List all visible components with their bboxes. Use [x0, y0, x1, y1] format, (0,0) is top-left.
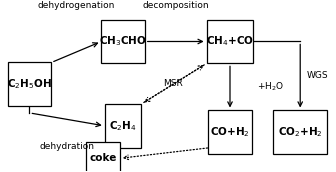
FancyBboxPatch shape: [86, 142, 120, 172]
Text: CH$_4$+CO: CH$_4$+CO: [206, 35, 254, 48]
Text: coke: coke: [89, 153, 117, 163]
Text: dehydration: dehydration: [40, 142, 94, 151]
FancyBboxPatch shape: [274, 110, 327, 154]
Text: C$_2$H$_4$: C$_2$H$_4$: [109, 119, 137, 133]
Text: +H$_2$O: +H$_2$O: [257, 81, 284, 93]
Text: CO$_2$+H$_2$: CO$_2$+H$_2$: [278, 125, 323, 139]
FancyBboxPatch shape: [208, 110, 252, 154]
Text: MSR: MSR: [163, 79, 183, 88]
FancyBboxPatch shape: [207, 20, 253, 63]
Text: CH$_3$CHO: CH$_3$CHO: [99, 35, 147, 48]
Text: decomposition: decomposition: [142, 1, 209, 10]
FancyBboxPatch shape: [101, 20, 145, 63]
Text: C$_2$H$_5$OH: C$_2$H$_5$OH: [7, 77, 52, 91]
Text: CO+H$_2$: CO+H$_2$: [210, 125, 250, 139]
FancyBboxPatch shape: [8, 62, 51, 106]
Text: WGS: WGS: [307, 72, 329, 80]
Text: dehydrogenation: dehydrogenation: [38, 1, 115, 10]
FancyBboxPatch shape: [104, 104, 141, 148]
